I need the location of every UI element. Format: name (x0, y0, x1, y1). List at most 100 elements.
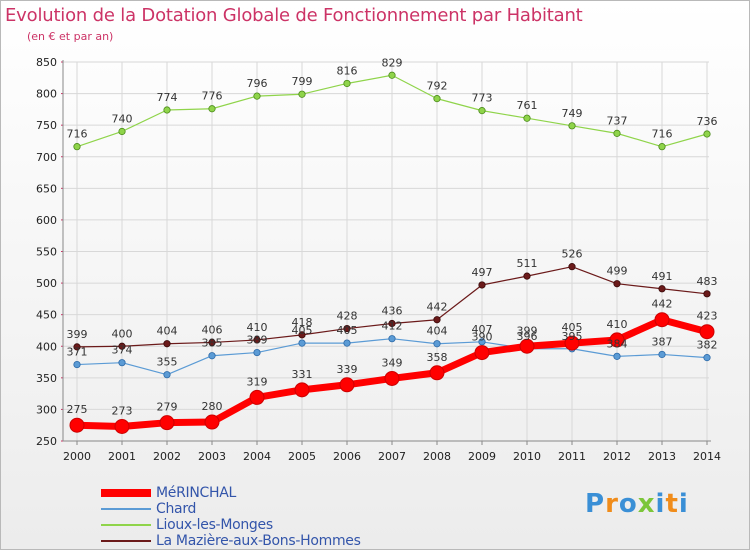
data-point (478, 338, 486, 346)
chart-subtitle: (en € et par an) (27, 30, 114, 43)
data-label: 423 (697, 310, 718, 323)
x-tick-label: 2008 (423, 450, 451, 463)
data-point (703, 354, 711, 362)
data-label: 339 (337, 363, 358, 376)
y-tick-label: 350 (36, 372, 57, 385)
data-point (429, 365, 445, 381)
data-label: 761 (517, 99, 538, 112)
data-label: 740 (112, 112, 133, 125)
data-label: 355 (157, 356, 178, 369)
legend-label: Chard (156, 501, 197, 517)
legend-label: MéRINCHAL (156, 485, 237, 501)
data-point (118, 359, 126, 367)
data-point (298, 331, 306, 339)
data-point (703, 290, 711, 298)
x-tick-label: 2011 (558, 450, 586, 463)
data-point (253, 348, 261, 357)
x-tick-label: 2009 (468, 450, 496, 463)
data-labels: 716 740 774 776 796 799 816 829 792 773 761 749 737 7… (67, 56, 718, 417)
data-point (204, 414, 220, 430)
data-label: 410 (607, 318, 628, 331)
data-label: 400 (112, 327, 133, 340)
x-tick-label: 2001 (108, 450, 136, 463)
data-point (118, 342, 126, 350)
data-point (609, 332, 625, 348)
data-point (613, 280, 621, 288)
data-label: 799 (292, 75, 313, 88)
y-tick-label: 850 (36, 56, 57, 69)
legend-swatch (101, 524, 151, 526)
y-tick-label: 450 (36, 309, 57, 322)
data-label: 716 (67, 128, 88, 141)
data-point (73, 143, 81, 151)
x-tick-label: 2003 (198, 450, 226, 463)
data-label: 749 (562, 107, 583, 120)
data-label: 404 (427, 325, 448, 338)
data-label: 499 (607, 265, 628, 278)
data-label: 319 (247, 375, 268, 388)
data-point (564, 335, 580, 351)
data-point (73, 343, 81, 351)
data-label: 773 (472, 92, 493, 105)
data-point (388, 335, 396, 343)
grid (63, 61, 709, 442)
data-label: 390 (472, 331, 493, 344)
data-point (73, 360, 81, 369)
data-label: 774 (157, 91, 178, 104)
data-point (699, 324, 715, 340)
data-label: 275 (67, 403, 88, 416)
data-label: 405 (292, 324, 313, 337)
data-label: 816 (337, 64, 358, 77)
data-label: 399 (67, 328, 88, 341)
y-tick-label: 400 (36, 340, 57, 353)
data-label: 331 (292, 368, 313, 381)
data-label: 384 (607, 337, 628, 350)
data-label: 349 (382, 356, 403, 369)
x-tick-label: 2014 (693, 450, 721, 463)
data-point (208, 338, 216, 347)
data-label: 491 (652, 270, 673, 283)
data-label: 442 (652, 298, 673, 311)
data-label: 511 (517, 257, 538, 270)
data-point (658, 350, 666, 359)
data-point (433, 316, 441, 324)
logo-letter: i (678, 489, 689, 519)
data-point (253, 336, 261, 344)
legend-swatch (101, 508, 151, 510)
data-label: 396 (517, 330, 538, 343)
data-point (613, 352, 621, 360)
chart-title: Evolution de la Dotation Globale de Fonc… (5, 5, 583, 26)
data-point (114, 418, 130, 434)
logo-letter: r (605, 489, 619, 519)
legend-label: La Mazière-aux-Bons-Hommes (156, 533, 361, 549)
y-tick-label: 600 (36, 214, 57, 227)
x-tick-label: 2012 (603, 450, 631, 463)
logo-letter: t (665, 489, 679, 519)
data-label: 792 (427, 80, 448, 93)
data-point (478, 107, 486, 115)
data-label: 736 (697, 115, 718, 128)
legend-label: Lioux-les-Monges (156, 517, 273, 533)
data-label: 395 (562, 330, 583, 343)
data-point (294, 382, 310, 398)
y-tick-label: 800 (36, 88, 57, 101)
data-label: 404 (157, 325, 178, 338)
data-label: 407 (472, 323, 493, 336)
data-point (69, 417, 85, 433)
data-point (478, 281, 486, 289)
data-label: 389 (247, 334, 268, 347)
data-label: 385 (202, 337, 223, 350)
data-point (298, 339, 306, 347)
x-tick-label: 2004 (243, 450, 271, 463)
data-label: 410 (247, 321, 268, 334)
data-point (159, 415, 175, 431)
data-point (388, 319, 396, 328)
y-tick-label: 750 (36, 119, 57, 132)
logo-letter: i (655, 489, 666, 519)
data-label: 382 (697, 339, 718, 352)
data-label: 737 (607, 114, 628, 127)
data-point (343, 79, 351, 88)
data-point (163, 371, 171, 379)
